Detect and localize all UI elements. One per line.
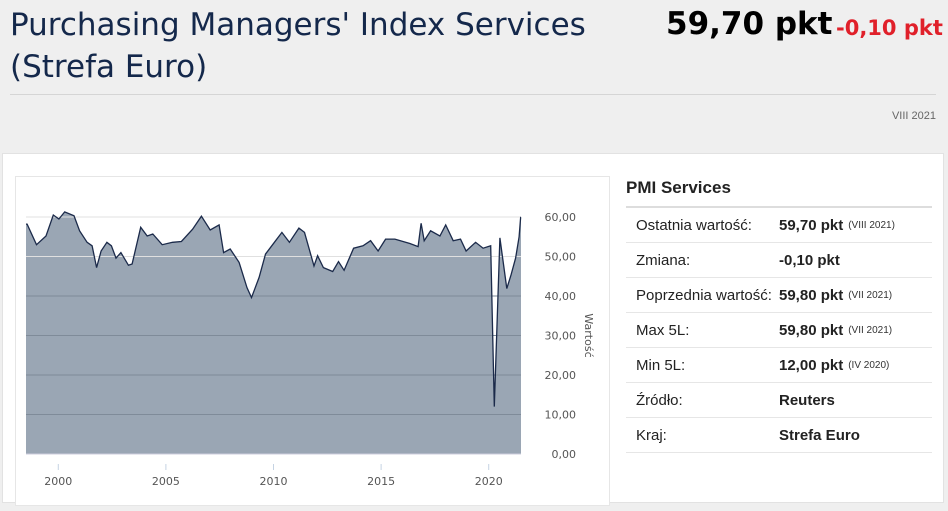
summary-row: Max 5L: 59,80 pkt (VII 2021) <box>626 313 932 348</box>
x-tick-label: 2020 <box>475 475 503 488</box>
period-date: VIII 2021 <box>891 110 936 122</box>
row-label: Kraj: <box>636 426 667 444</box>
row-value: 59,70 pkt <box>779 216 844 234</box>
change-value: -0,10 pkt <box>836 16 943 40</box>
series-line <box>25 211 522 407</box>
row-value: 59,80 pkt <box>779 321 844 339</box>
row-value: Strefa Euro <box>779 426 860 444</box>
row-label: Zmiana: <box>636 251 691 269</box>
row-value: 12,00 pkt <box>779 356 844 374</box>
chart-container: 0,00 10,00 20,00 30,00 40,00 50,00 60,00 2000 20… <box>15 176 610 506</box>
row-value: -0,10 pkt <box>779 251 840 269</box>
area-chart: 0,00 10,00 20,00 30,00 40,00 50,00 60,00 2000 20… <box>25 211 595 488</box>
summary-row: Min 5L: 12,00 pkt (IV 2020) <box>626 348 932 383</box>
row-label: Min 5L: <box>636 356 686 374</box>
y-tick-label: 40,00 <box>545 290 577 303</box>
row-label: Źródło: <box>636 391 683 409</box>
y-tick-label: 10,00 <box>545 409 577 422</box>
y-tick-label: 30,00 <box>545 330 577 343</box>
row-date: (VIII 2021) <box>848 219 895 231</box>
row-date: (IV 2020) <box>848 359 890 371</box>
current-value: 59,70 pkt <box>666 6 833 42</box>
x-tick-label: 2010 <box>260 475 288 488</box>
y-tick-label: 0,00 <box>552 448 577 461</box>
row-label: Max 5L: <box>636 321 690 339</box>
area-fill <box>26 211 521 454</box>
summary-heading: PMI Services <box>626 176 932 208</box>
header: Purchasing Managers' Index Services (Str… <box>0 0 948 133</box>
summary-panel: PMI Services Ostatnia wartość: 59,70 pkt (… <box>626 176 932 453</box>
row-date: (VII 2021) <box>848 289 893 301</box>
summary-row: Ostatnia wartość: 59,70 pkt (VIII 2021) <box>626 208 932 243</box>
row-label: Poprzednia wartość: <box>636 286 772 304</box>
summary-row: Zmiana: -0,10 pkt <box>626 243 932 278</box>
divider <box>10 94 936 95</box>
summary-row: Kraj: Strefa Euro <box>626 418 932 453</box>
row-value: Reuters <box>779 391 835 409</box>
y-tick-label: 20,00 <box>545 369 577 382</box>
y-tick-label: 60,00 <box>545 211 577 224</box>
page-title: Purchasing Managers' Index Services (Str… <box>10 7 586 85</box>
row-label: Ostatnia wartość: <box>636 216 752 234</box>
x-tick-label: 2000 <box>44 475 72 488</box>
y-axis-label: Wartość <box>582 313 595 357</box>
summary-row: Poprzednia wartość: 59,80 pkt (VII 2021) <box>626 278 932 313</box>
x-tick-label: 2015 <box>367 475 395 488</box>
row-value: 59,80 pkt <box>779 286 844 304</box>
row-date: (VII 2021) <box>848 324 893 336</box>
summary-row: Źródło: Reuters <box>626 383 932 418</box>
x-tick-label: 2005 <box>152 475 180 488</box>
y-tick-label: 50,00 <box>545 251 577 264</box>
